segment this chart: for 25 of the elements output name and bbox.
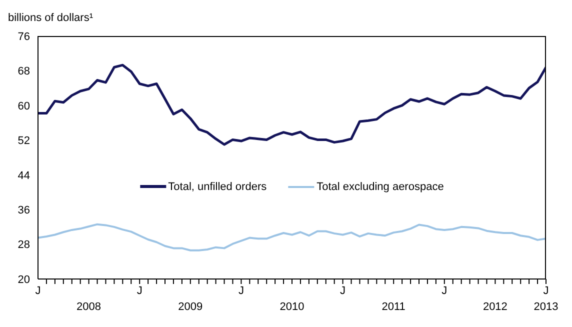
legend-label: Total excluding aerospace: [316, 180, 444, 193]
text: 2010: [280, 301, 304, 313]
line-series: [38, 64, 546, 146]
x-tick-label: J: [543, 284, 549, 297]
x-tick-label: J: [136, 284, 142, 297]
text: 2013: [534, 301, 558, 313]
y-tick-label: 36: [18, 204, 30, 216]
line-series: [38, 223, 546, 252]
x-tick-label: J: [238, 284, 244, 297]
y-tick-label: 52: [18, 135, 30, 148]
y-tick-label: 44: [18, 170, 30, 182]
y-axis-title: billions of dollars¹: [8, 12, 93, 24]
y-tick-label: 20: [18, 274, 30, 286]
legend-label: Total, unfilled orders: [168, 180, 267, 193]
y-tick-label: 68: [18, 66, 30, 78]
y-tick-label: 28: [18, 239, 30, 252]
x-tick-label: J: [340, 284, 346, 297]
text: 2011: [382, 301, 406, 313]
text: 2009: [178, 301, 203, 313]
text: 2012: [482, 301, 508, 313]
text: 2008: [76, 301, 102, 313]
y-tick-label: 76: [18, 30, 30, 43]
y-tick-label: 60: [18, 100, 30, 112]
x-tick-label: J: [35, 284, 41, 297]
x-tick-label: J: [442, 284, 448, 297]
